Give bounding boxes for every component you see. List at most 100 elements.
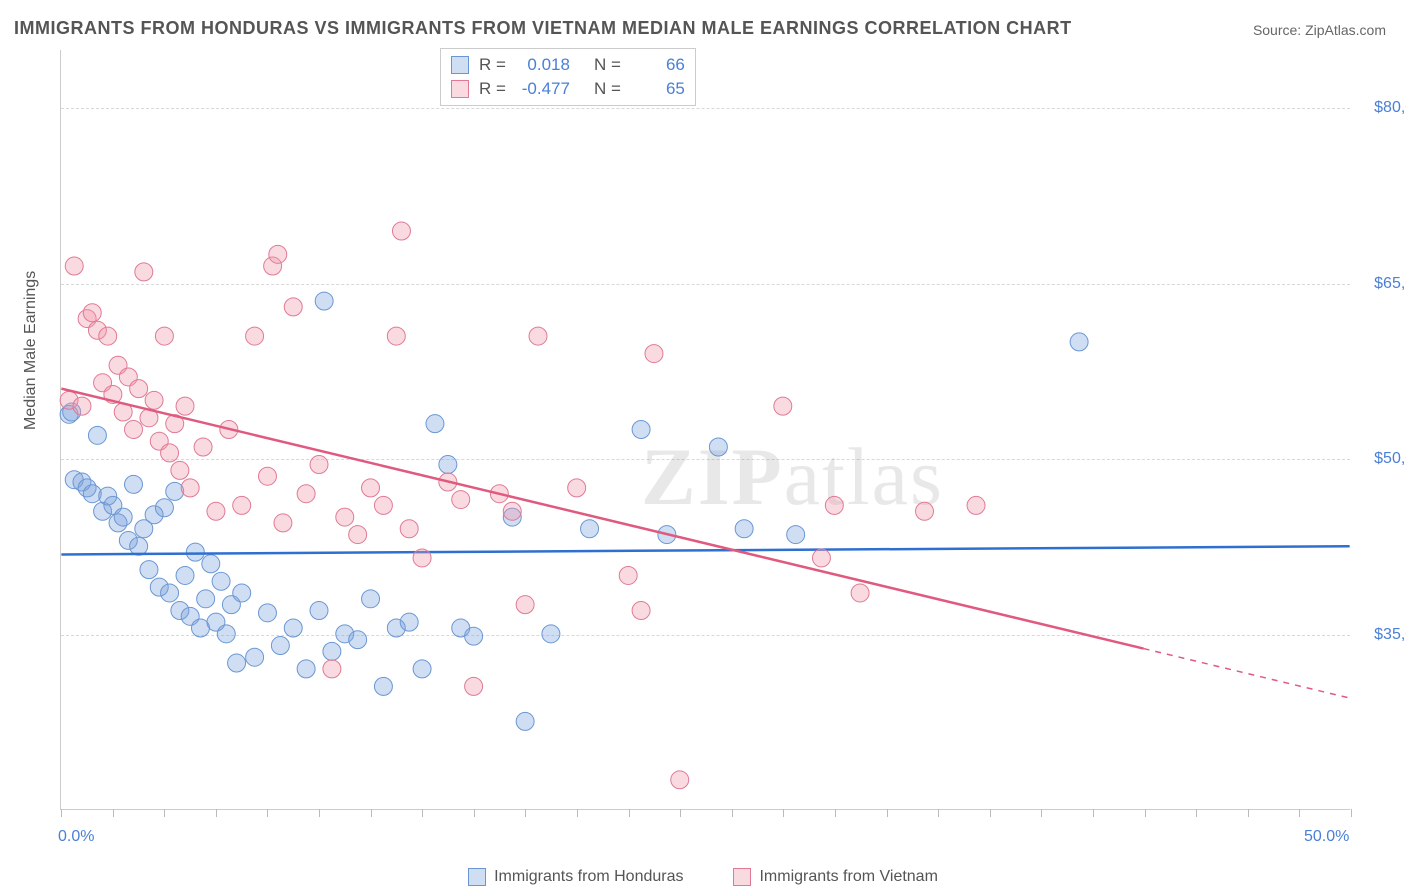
data-point [671, 771, 689, 789]
data-point [297, 485, 315, 503]
data-point [529, 327, 547, 345]
n-label: N = [594, 79, 621, 99]
data-point [315, 292, 333, 310]
data-point [197, 590, 215, 608]
x-tick [422, 809, 423, 817]
data-point [413, 660, 431, 678]
series-swatch [451, 56, 469, 74]
data-point [125, 475, 143, 493]
regression-line [61, 546, 1349, 554]
data-point [310, 456, 328, 474]
x-axis-end-label: 50.0% [1304, 828, 1349, 846]
x-tick [267, 809, 268, 817]
data-point [465, 677, 483, 695]
data-point [246, 327, 264, 345]
data-point [1070, 333, 1088, 351]
y-tick-label: $65,000 [1362, 275, 1406, 293]
data-point [349, 526, 367, 544]
x-tick [1351, 809, 1352, 817]
legend-label: Immigrants from Vietnam [759, 868, 937, 886]
x-tick [525, 809, 526, 817]
data-point [735, 520, 753, 538]
data-point [155, 499, 173, 517]
x-tick [887, 809, 888, 817]
n-value: 66 [631, 55, 685, 75]
data-point [349, 631, 367, 649]
n-value: 65 [631, 79, 685, 99]
r-value: -0.477 [516, 79, 570, 99]
data-point [130, 537, 148, 555]
data-point [516, 596, 534, 614]
data-point [774, 397, 792, 415]
data-point [374, 677, 392, 695]
data-point [181, 479, 199, 497]
data-point [400, 613, 418, 631]
series-swatch [733, 868, 751, 886]
x-tick [835, 809, 836, 817]
plot-area: ZIPatlas $35,000$50,000$65,000$80,000 [60, 50, 1350, 810]
data-point [284, 619, 302, 637]
data-point [323, 642, 341, 660]
data-point [125, 421, 143, 439]
data-point [967, 496, 985, 514]
r-label: R = [479, 79, 506, 99]
data-point [271, 637, 289, 655]
data-point [787, 526, 805, 544]
data-point [387, 327, 405, 345]
y-tick-label: $80,000 [1362, 99, 1406, 117]
data-point [207, 502, 225, 520]
data-point [258, 604, 276, 622]
x-tick [1145, 809, 1146, 817]
x-axis-start-label: 0.0% [58, 828, 94, 846]
data-point [632, 421, 650, 439]
data-point [323, 660, 341, 678]
data-point [284, 298, 302, 316]
data-point [400, 520, 418, 538]
series-swatch [468, 868, 486, 886]
data-point [426, 415, 444, 433]
data-point [88, 426, 106, 444]
y-tick-label: $35,000 [1362, 626, 1406, 644]
x-tick [1196, 809, 1197, 817]
data-point [83, 304, 101, 322]
data-point [452, 491, 470, 509]
x-tick [371, 809, 372, 817]
x-tick [629, 809, 630, 817]
x-tick [319, 809, 320, 817]
data-point [166, 482, 184, 500]
data-point [155, 327, 173, 345]
y-tick-label: $50,000 [1362, 450, 1406, 468]
data-point [619, 566, 637, 584]
legend-item: Immigrants from Honduras [468, 868, 683, 886]
data-point [258, 467, 276, 485]
data-point [228, 654, 246, 672]
data-point [851, 584, 869, 602]
data-point [362, 479, 380, 497]
data-point [65, 257, 83, 275]
data-point [812, 549, 830, 567]
data-point [825, 496, 843, 514]
data-point [246, 648, 264, 666]
x-tick [1041, 809, 1042, 817]
y-axis-label: Median Male Earnings [22, 271, 40, 430]
x-tick [783, 809, 784, 817]
data-point [392, 222, 410, 240]
x-tick [938, 809, 939, 817]
legend-item: Immigrants from Vietnam [733, 868, 937, 886]
data-point [568, 479, 586, 497]
data-point [310, 602, 328, 620]
x-tick [1299, 809, 1300, 817]
data-point [297, 660, 315, 678]
data-point [171, 461, 189, 479]
source-label: Source: ZipAtlas.com [1253, 22, 1386, 38]
data-point [269, 245, 287, 263]
data-point [439, 456, 457, 474]
n-label: N = [594, 55, 621, 75]
data-point [202, 555, 220, 573]
data-point [503, 502, 521, 520]
x-tick [61, 809, 62, 817]
data-point [374, 496, 392, 514]
data-point [581, 520, 599, 538]
x-tick [113, 809, 114, 817]
stats-row: R =0.018N =66 [451, 53, 685, 77]
